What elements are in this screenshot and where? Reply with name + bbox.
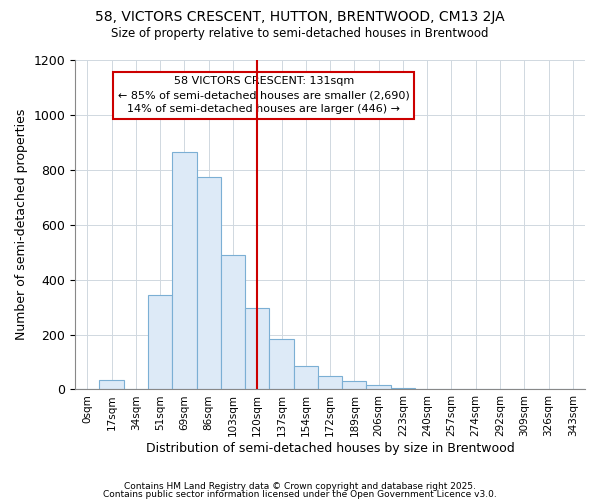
Y-axis label: Number of semi-detached properties: Number of semi-detached properties bbox=[15, 109, 28, 340]
Bar bbox=[391, 388, 415, 390]
Bar bbox=[100, 380, 124, 390]
Bar bbox=[221, 255, 245, 390]
Bar bbox=[148, 294, 172, 390]
Text: Contains public sector information licensed under the Open Government Licence v3: Contains public sector information licen… bbox=[103, 490, 497, 499]
Bar bbox=[172, 152, 197, 390]
Text: 58 VICTORS CRESCENT: 131sqm
← 85% of semi-detached houses are smaller (2,690)
14: 58 VICTORS CRESCENT: 131sqm ← 85% of sem… bbox=[118, 76, 410, 114]
Bar bbox=[439, 389, 464, 390]
Bar bbox=[269, 338, 293, 390]
X-axis label: Distribution of semi-detached houses by size in Brentwood: Distribution of semi-detached houses by … bbox=[146, 442, 514, 455]
Bar bbox=[342, 381, 367, 390]
Bar bbox=[293, 366, 318, 390]
Text: Contains HM Land Registry data © Crown copyright and database right 2025.: Contains HM Land Registry data © Crown c… bbox=[124, 482, 476, 491]
Bar bbox=[415, 388, 439, 390]
Text: Size of property relative to semi-detached houses in Brentwood: Size of property relative to semi-detach… bbox=[111, 28, 489, 40]
Bar bbox=[75, 389, 100, 390]
Bar bbox=[318, 376, 342, 390]
Bar bbox=[245, 308, 269, 390]
Bar bbox=[197, 176, 221, 390]
Bar bbox=[367, 386, 391, 390]
Text: 58, VICTORS CRESCENT, HUTTON, BRENTWOOD, CM13 2JA: 58, VICTORS CRESCENT, HUTTON, BRENTWOOD,… bbox=[95, 10, 505, 24]
